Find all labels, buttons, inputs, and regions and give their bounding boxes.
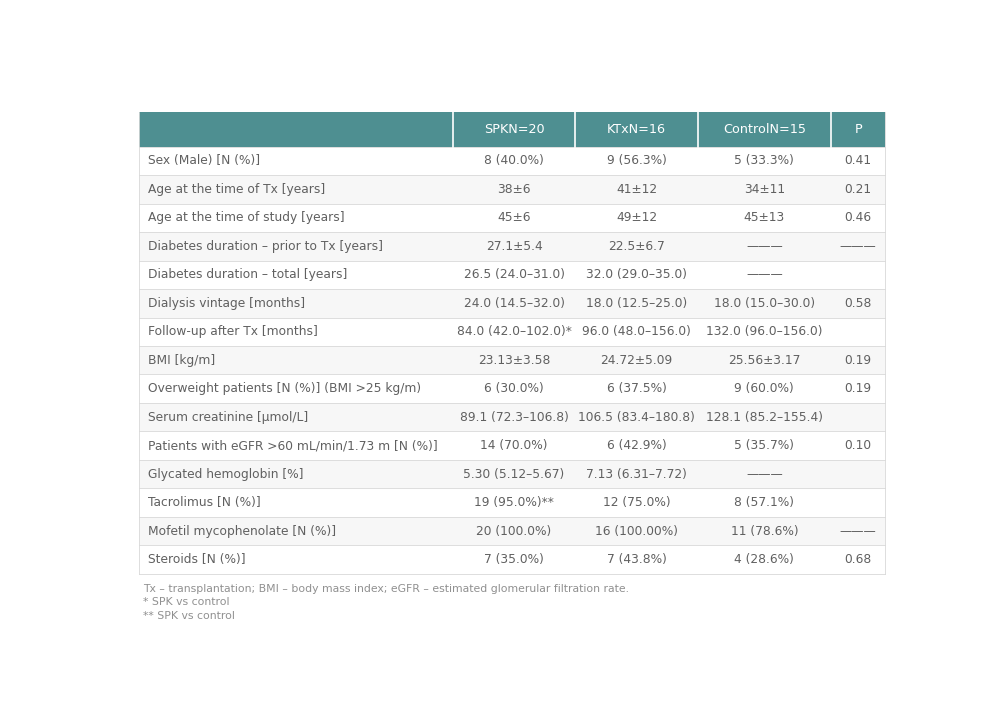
Bar [139,146,885,175]
Text: Tacrolimus [N (%)]: Tacrolimus [N (%)] [148,496,261,509]
Text: 25.56±3.17: 25.56±3.17 [728,354,801,367]
Text: 0.46: 0.46 [845,212,872,225]
Text: 20 (100.0%): 20 (100.0%) [476,525,552,538]
Bar [139,289,885,318]
Text: Overweight patients [N (%)] (BMI >25 kg/m): Overweight patients [N (%)] (BMI >25 kg/… [148,382,421,395]
Text: 45±13: 45±13 [744,212,785,225]
Text: 5 (33.3%): 5 (33.3%) [734,154,794,167]
Text: Glycated hemoglobin [%]: Glycated hemoglobin [%] [148,468,304,481]
Text: 89.1 (72.3–106.8): 89.1 (72.3–106.8) [460,410,568,423]
Text: P: P [854,123,862,136]
Text: 14 (70.0%): 14 (70.0%) [480,439,548,452]
Bar [139,346,885,375]
Text: 128.1 (85.2–155.4): 128.1 (85.2–155.4) [706,410,823,423]
Text: 4 (28.6%): 4 (28.6%) [734,553,794,566]
Bar [139,260,885,289]
Text: 7 (43.8%): 7 (43.8%) [607,553,666,566]
Bar [139,204,885,232]
Text: 22.5±6.7: 22.5±6.7 [608,240,665,253]
Bar [139,517,885,545]
Text: 7.13 (6.31–7.72): 7.13 (6.31–7.72) [586,468,687,481]
Text: 12 (75.0%): 12 (75.0%) [603,496,670,509]
Text: 18.0 (12.5–25.0): 18.0 (12.5–25.0) [586,297,687,310]
Text: 9 (60.0%): 9 (60.0%) [734,382,794,395]
Text: Serum creatinine [μmol/L]: Serum creatinine [μmol/L] [148,410,308,423]
Bar [139,175,885,204]
Text: ———: ——— [840,525,877,538]
Text: KTxN=16: KTxN=16 [607,123,666,136]
Text: 26.5 (24.0–31.0): 26.5 (24.0–31.0) [464,268,565,281]
Bar [139,375,885,403]
Bar [139,112,885,146]
Text: 27.1±5.4: 27.1±5.4 [486,240,542,253]
Text: ** SPK vs control: ** SPK vs control [143,610,235,621]
Text: 38±6: 38±6 [497,183,531,196]
Text: 19 (95.0%)**: 19 (95.0%)** [474,496,554,509]
Text: 0.41: 0.41 [845,154,872,167]
Text: Mofetil mycophenolate [N (%)]: Mofetil mycophenolate [N (%)] [148,525,336,538]
Text: 8 (40.0%): 8 (40.0%) [484,154,544,167]
Text: ———: ——— [840,240,877,253]
Text: * SPK vs control: * SPK vs control [143,597,229,608]
Bar [139,318,885,346]
Text: BMI [kg/m]: BMI [kg/m] [148,354,216,367]
Text: 0.58: 0.58 [844,297,872,310]
Bar [139,489,885,517]
Text: Age at the time of Tx [years]: Age at the time of Tx [years] [148,183,326,196]
Text: ———: ——— [746,268,783,281]
Text: 34±11: 34±11 [744,183,785,196]
Bar [139,545,885,573]
Bar [139,460,885,489]
Text: 8 (57.1%): 8 (57.1%) [734,496,794,509]
Text: Steroids [N (%)]: Steroids [N (%)] [148,553,246,566]
Text: ———: ——— [746,240,783,253]
Text: 5.30 (5.12–5.67): 5.30 (5.12–5.67) [463,468,565,481]
Text: 23.13±3.58: 23.13±3.58 [478,354,550,367]
Text: 6 (42.9%): 6 (42.9%) [607,439,666,452]
Text: 0.19: 0.19 [845,382,872,395]
Text: Diabetes duration – total [years]: Diabetes duration – total [years] [148,268,348,281]
Text: 7 (35.0%): 7 (35.0%) [484,553,544,566]
Text: 49±12: 49±12 [616,212,657,225]
Text: 84.0 (42.0–102.0)*: 84.0 (42.0–102.0)* [457,326,571,339]
Text: 41±12: 41±12 [616,183,657,196]
Text: 5 (35.7%): 5 (35.7%) [734,439,794,452]
Text: Tx – transplantation; BMI – body mass index; eGFR – estimated glomerular filtrat: Tx – transplantation; BMI – body mass in… [143,584,629,594]
Bar [139,232,885,260]
Text: Dialysis vintage [months]: Dialysis vintage [months] [148,297,305,310]
Text: 11 (78.6%): 11 (78.6%) [731,525,798,538]
Bar [139,403,885,431]
Text: 0.10: 0.10 [845,439,872,452]
Text: 132.0 (96.0–156.0): 132.0 (96.0–156.0) [706,326,823,339]
Text: Sex (Male) [N (%)]: Sex (Male) [N (%)] [148,154,260,167]
Text: 24.72±5.09: 24.72±5.09 [600,354,673,367]
Text: SPKN=20: SPKN=20 [484,123,544,136]
Text: Diabetes duration – prior to Tx [years]: Diabetes duration – prior to Tx [years] [148,240,383,253]
Text: 6 (37.5%): 6 (37.5%) [607,382,666,395]
Bar [139,431,885,460]
Text: Follow-up after Tx [months]: Follow-up after Tx [months] [148,326,318,339]
Text: 18.0 (15.0–30.0): 18.0 (15.0–30.0) [714,297,815,310]
Text: 0.68: 0.68 [845,553,872,566]
Text: ControlN=15: ControlN=15 [723,123,806,136]
Text: 24.0 (14.5–32.0): 24.0 (14.5–32.0) [464,297,565,310]
Text: 32.0 (29.0–35.0): 32.0 (29.0–35.0) [586,268,687,281]
Text: 45±6: 45±6 [497,212,531,225]
Text: 0.19: 0.19 [845,354,872,367]
Text: 6 (30.0%): 6 (30.0%) [484,382,544,395]
Text: 96.0 (48.0–156.0): 96.0 (48.0–156.0) [582,326,691,339]
Text: Patients with eGFR >60 mL/min/1.73 m [N (%)]: Patients with eGFR >60 mL/min/1.73 m [N … [148,439,438,452]
Text: Age at the time of study [years]: Age at the time of study [years] [148,212,345,225]
Text: 0.21: 0.21 [845,183,872,196]
Text: 16 (100.00%): 16 (100.00%) [595,525,678,538]
Text: 106.5 (83.4–180.8): 106.5 (83.4–180.8) [578,410,695,423]
Text: 9 (56.3%): 9 (56.3%) [607,154,666,167]
Text: ———: ——— [746,468,783,481]
